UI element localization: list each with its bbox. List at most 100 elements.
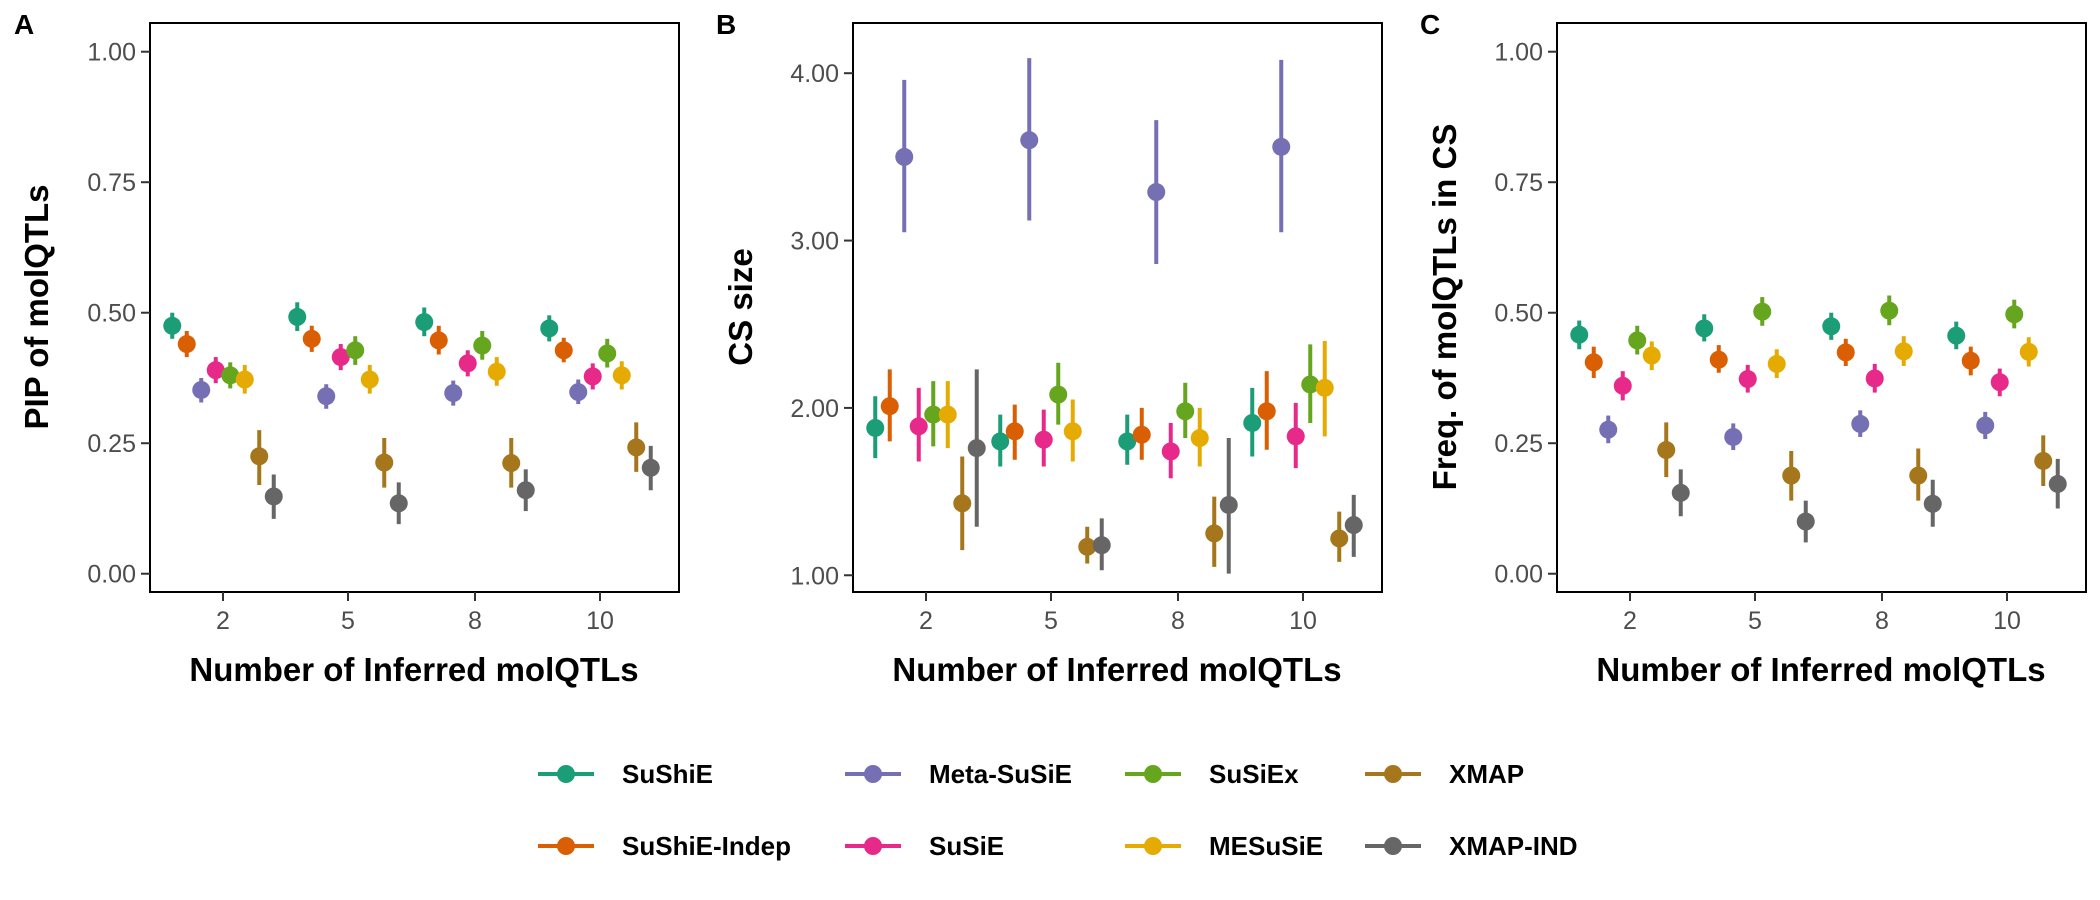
legend-label: Meta-SuSiE xyxy=(929,759,1072,789)
data-point xyxy=(540,319,559,338)
panel-c-x-tick-label: 10 xyxy=(1993,607,2021,635)
data-point xyxy=(1272,137,1291,156)
data-point xyxy=(250,447,269,466)
legend-label: SuSiEx xyxy=(1209,759,1299,789)
data-point xyxy=(1161,442,1180,461)
panel-c-y-axis-title: Freq. of molQTLs in CS xyxy=(1426,124,1463,491)
legend-key-point xyxy=(864,837,882,855)
data-point xyxy=(880,397,899,416)
panel-a-x-tick-label: 2 xyxy=(216,607,230,635)
data-point xyxy=(2019,342,2038,361)
data-point xyxy=(1330,529,1349,548)
data-point xyxy=(288,307,307,326)
data-point xyxy=(1118,432,1137,451)
data-point xyxy=(389,494,408,513)
data-point xyxy=(1301,375,1320,394)
data-point xyxy=(1709,350,1728,369)
legend-item: SuSiEx xyxy=(1125,759,1299,789)
panel-b-x-tick-label: 2 xyxy=(919,607,933,635)
data-point xyxy=(1836,343,1855,362)
data-point xyxy=(554,341,573,360)
panel-c-marks xyxy=(1570,295,2067,543)
data-point xyxy=(1570,325,1589,344)
panel-c-y-tick-label: 0.50 xyxy=(1494,300,1543,328)
panel-a-y-axis-title: PIP of molQTLs xyxy=(18,184,55,429)
panel-c-x-axis: 2 5 8 10 xyxy=(1623,592,2021,635)
legend-label: XMAP xyxy=(1449,759,1524,789)
legend: SuShiE SuShiE-Indep Meta-SuSiE SuSiE SuSiEx M… xyxy=(538,759,1578,861)
panel-a-x-tick-label: 10 xyxy=(586,607,614,635)
data-point xyxy=(1796,512,1815,531)
panel-b-y-tick-label: 2.00 xyxy=(790,395,839,423)
panel-c-y-tick-label: 0.00 xyxy=(1494,561,1543,589)
data-point xyxy=(458,354,477,373)
data-point xyxy=(1205,524,1224,543)
panel-b-x-axis: 2 5 8 10 xyxy=(919,592,1317,635)
panel-a-x-axis: 2 5 8 10 xyxy=(216,592,614,635)
legend-key-point xyxy=(1144,837,1162,855)
legend-key-point xyxy=(1384,765,1402,783)
data-point xyxy=(1894,342,1913,361)
legend-item: MESuSiE xyxy=(1125,831,1323,861)
data-point xyxy=(375,453,394,472)
data-point xyxy=(924,405,943,424)
panel-a-x-axis-title: Number of Inferred molQTLs xyxy=(189,651,638,688)
data-point xyxy=(317,387,336,406)
data-point xyxy=(953,494,972,513)
panel-b-x-tick-label: 8 xyxy=(1171,607,1185,635)
data-point xyxy=(967,439,986,458)
legend-label: MESuSiE xyxy=(1209,831,1323,861)
data-point xyxy=(1286,427,1305,446)
panel-c-x-tick-label: 8 xyxy=(1875,607,1889,635)
panel-c-plot-frame xyxy=(1556,22,2087,593)
panel-c-x-tick-label: 5 xyxy=(1748,607,1762,635)
panel-b: B 1.00 2.00 3.00 4.00 2 5 8 10 Number of Infer… xyxy=(716,9,1383,688)
data-point xyxy=(1078,537,1097,556)
data-point xyxy=(429,331,448,350)
panel-a-y-tick-label: 0.75 xyxy=(87,169,136,197)
data-point xyxy=(612,366,631,385)
data-point xyxy=(1923,494,1942,513)
data-point xyxy=(1628,331,1647,350)
legend-key-point xyxy=(864,765,882,783)
data-point xyxy=(641,458,660,477)
data-point xyxy=(991,432,1010,451)
data-point xyxy=(1880,301,1899,320)
panel-b-y-tick-label: 4.00 xyxy=(790,60,839,88)
data-point xyxy=(1657,441,1676,460)
panel-c-y-axis: 0.00 0.25 0.50 0.75 1.00 xyxy=(1494,39,1557,589)
data-point xyxy=(1976,416,1995,435)
panel-c-x-tick-label: 2 xyxy=(1623,607,1637,635)
legend-item: SuShiE xyxy=(538,759,713,789)
data-point xyxy=(1049,385,1068,404)
data-point xyxy=(1822,317,1841,336)
data-point xyxy=(1344,516,1363,535)
data-point xyxy=(1851,414,1870,433)
data-point xyxy=(331,348,350,367)
panel-c: C 0.00 0.25 0.50 0.75 1.00 2 5 8 10 Number of I… xyxy=(1420,9,2087,688)
data-point xyxy=(487,362,506,381)
data-point xyxy=(235,370,254,389)
panel-a-letter: A xyxy=(14,9,34,40)
data-point xyxy=(2034,451,2053,470)
data-point xyxy=(415,313,434,332)
panel-a-y-tick-label: 0.25 xyxy=(87,430,136,458)
data-point xyxy=(444,384,463,403)
data-point xyxy=(1063,422,1082,441)
data-point xyxy=(1642,346,1661,365)
legend-key-point xyxy=(1144,765,1162,783)
data-point xyxy=(1005,422,1024,441)
panel-b-marks xyxy=(866,58,1363,574)
data-point xyxy=(1613,376,1632,395)
data-point xyxy=(569,383,588,402)
data-point xyxy=(1219,495,1238,514)
legend-item: XMAP-IND xyxy=(1365,831,1578,861)
data-point xyxy=(2005,305,2024,324)
data-point xyxy=(1020,131,1039,150)
data-point xyxy=(1990,373,2009,392)
data-point xyxy=(221,366,240,385)
data-point xyxy=(1243,413,1262,432)
panel-b-y-tick-label: 3.00 xyxy=(790,228,839,256)
data-point xyxy=(2048,474,2067,493)
data-point xyxy=(1753,302,1772,321)
